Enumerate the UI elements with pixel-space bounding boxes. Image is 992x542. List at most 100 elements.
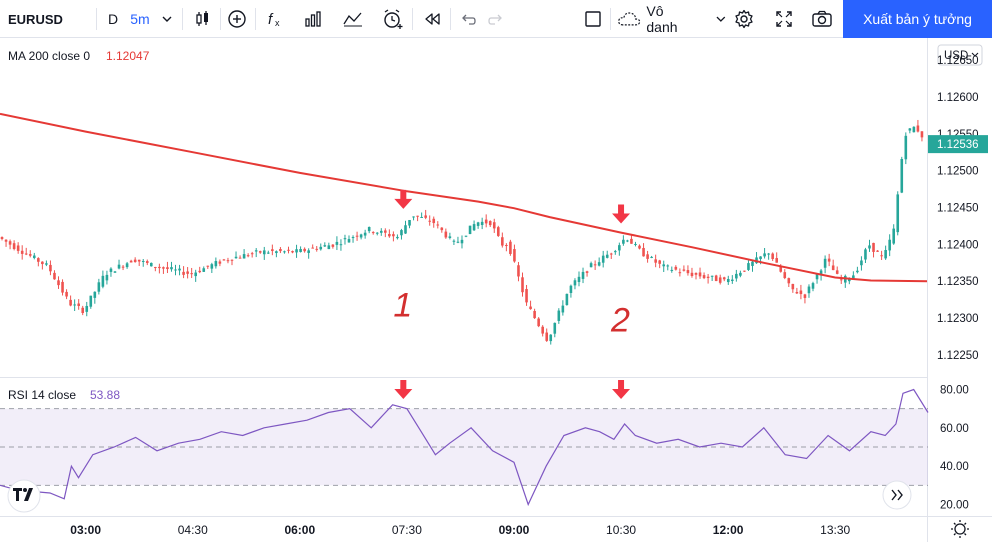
currency-button[interactable]: USD bbox=[937, 44, 983, 66]
candle-body bbox=[307, 250, 310, 253]
publish-idea-button[interactable]: Xuất bản ý tưởng bbox=[843, 0, 992, 38]
candle-body bbox=[464, 235, 468, 237]
candle-body bbox=[815, 273, 819, 280]
candle-body bbox=[581, 271, 585, 279]
time-tick-label: 07:30 bbox=[392, 523, 422, 537]
rsi-pane: RSI 14 close 53.88 bbox=[0, 380, 929, 507]
last-price-badge: 1.12536 bbox=[928, 135, 988, 154]
candle-body bbox=[162, 267, 165, 269]
candle-body bbox=[45, 263, 48, 265]
candle-body bbox=[49, 264, 52, 272]
candle-body bbox=[743, 270, 746, 272]
candle-body bbox=[73, 304, 76, 306]
candle-body bbox=[150, 262, 153, 267]
candle-body bbox=[93, 291, 97, 298]
rsi-scale[interactable]: 80.00 60.00 40.00 20.00 bbox=[940, 385, 969, 512]
rsi-tick-label: 40.00 bbox=[940, 461, 969, 473]
toolbar-divider bbox=[96, 8, 97, 30]
candle-body bbox=[428, 220, 432, 222]
time-tick-label: 10:30 bbox=[606, 523, 636, 537]
candle-body bbox=[20, 250, 24, 254]
rsi-tick-label: 80.00 bbox=[940, 385, 969, 397]
ma-legend-value: 1.12047 bbox=[106, 49, 150, 63]
candle-body bbox=[113, 271, 117, 273]
rsi-line bbox=[0, 388, 929, 507]
toolbar-divider bbox=[450, 8, 451, 30]
candle-body bbox=[222, 259, 226, 261]
financials-button[interactable] bbox=[298, 0, 328, 38]
settings-button[interactable] bbox=[730, 0, 758, 38]
candle-body bbox=[335, 241, 339, 245]
layout-button[interactable] bbox=[578, 0, 608, 38]
annotation-number: 2 bbox=[610, 301, 630, 339]
candle-body bbox=[226, 260, 230, 262]
compare-button[interactable] bbox=[224, 0, 250, 38]
ma-legend-label: MA 200 close 0 bbox=[8, 49, 90, 63]
candle-body bbox=[476, 222, 480, 226]
toolbar-divider bbox=[610, 8, 611, 30]
symbol-search-button[interactable]: EURUSD bbox=[8, 11, 63, 27]
alert-button[interactable] bbox=[378, 0, 408, 38]
candle-body bbox=[371, 232, 375, 234]
candle-body bbox=[714, 275, 718, 282]
tradingview-logo-icon[interactable] bbox=[7, 479, 41, 513]
candle-body bbox=[565, 293, 569, 306]
interval-dropdown-button[interactable] bbox=[158, 0, 176, 38]
candle-body bbox=[860, 260, 863, 266]
candle-body bbox=[347, 239, 351, 243]
time-tick-label: 04:30 bbox=[178, 523, 208, 537]
candle-body bbox=[658, 260, 661, 264]
candle-body bbox=[137, 259, 141, 262]
square-icon bbox=[585, 11, 601, 27]
candle-body bbox=[420, 216, 423, 218]
candle-body bbox=[230, 259, 234, 261]
arrow-down-icon bbox=[394, 189, 413, 209]
candle-body bbox=[726, 278, 730, 283]
time-axis[interactable]: 03:00 04:30 06:00 07:30 09:00 10:30 12:00 13:30 bbox=[70, 523, 850, 537]
candle-body bbox=[819, 270, 823, 276]
candle-body bbox=[908, 128, 912, 131]
candle-body bbox=[593, 264, 597, 266]
layout-name: Vô danh bbox=[646, 3, 678, 35]
interval-5m-button[interactable]: 5m bbox=[130, 11, 150, 27]
sun-icon bbox=[951, 520, 969, 538]
chart-type-button[interactable] bbox=[188, 0, 216, 38]
time-tick-label: 03:00 bbox=[70, 523, 101, 537]
arrow-down-icon bbox=[612, 380, 631, 399]
interval-d-button[interactable]: D bbox=[107, 11, 119, 27]
rsi-levels bbox=[0, 408, 928, 486]
candle-body bbox=[379, 230, 383, 233]
candle-body bbox=[484, 219, 488, 224]
undo-button[interactable] bbox=[456, 0, 480, 38]
candle-body bbox=[210, 264, 214, 269]
candle-body bbox=[101, 275, 105, 287]
candle-body bbox=[432, 218, 436, 224]
price-scale[interactable]: 1.126501.126001.125501.125001.124501.124… bbox=[937, 55, 979, 362]
candle-body bbox=[674, 266, 678, 270]
replay-button[interactable] bbox=[418, 0, 446, 38]
candle-body bbox=[416, 215, 419, 217]
candle-body bbox=[803, 294, 807, 298]
axis-settings-button[interactable] bbox=[951, 520, 969, 538]
candle-body bbox=[650, 256, 653, 258]
candle-body bbox=[166, 267, 169, 270]
redo-button[interactable] bbox=[484, 0, 508, 38]
snapshot-button[interactable] bbox=[808, 0, 836, 38]
candle-body bbox=[436, 224, 440, 226]
candle-body bbox=[412, 216, 415, 218]
candle-body bbox=[85, 305, 89, 312]
templates-button[interactable] bbox=[338, 0, 368, 38]
candle-body bbox=[468, 225, 472, 235]
candle-body bbox=[275, 251, 278, 254]
candle-body bbox=[37, 258, 40, 262]
bar-chart-icon bbox=[305, 11, 321, 27]
candle-body bbox=[718, 277, 722, 283]
scroll-to-realtime-button[interactable] bbox=[882, 480, 912, 510]
fullscreen-button[interactable] bbox=[770, 0, 798, 38]
candle-body bbox=[400, 230, 403, 236]
save-layout-button[interactable]: Vô danh bbox=[617, 0, 727, 38]
candle-body bbox=[141, 260, 145, 262]
svg-text:f: f bbox=[268, 11, 274, 28]
